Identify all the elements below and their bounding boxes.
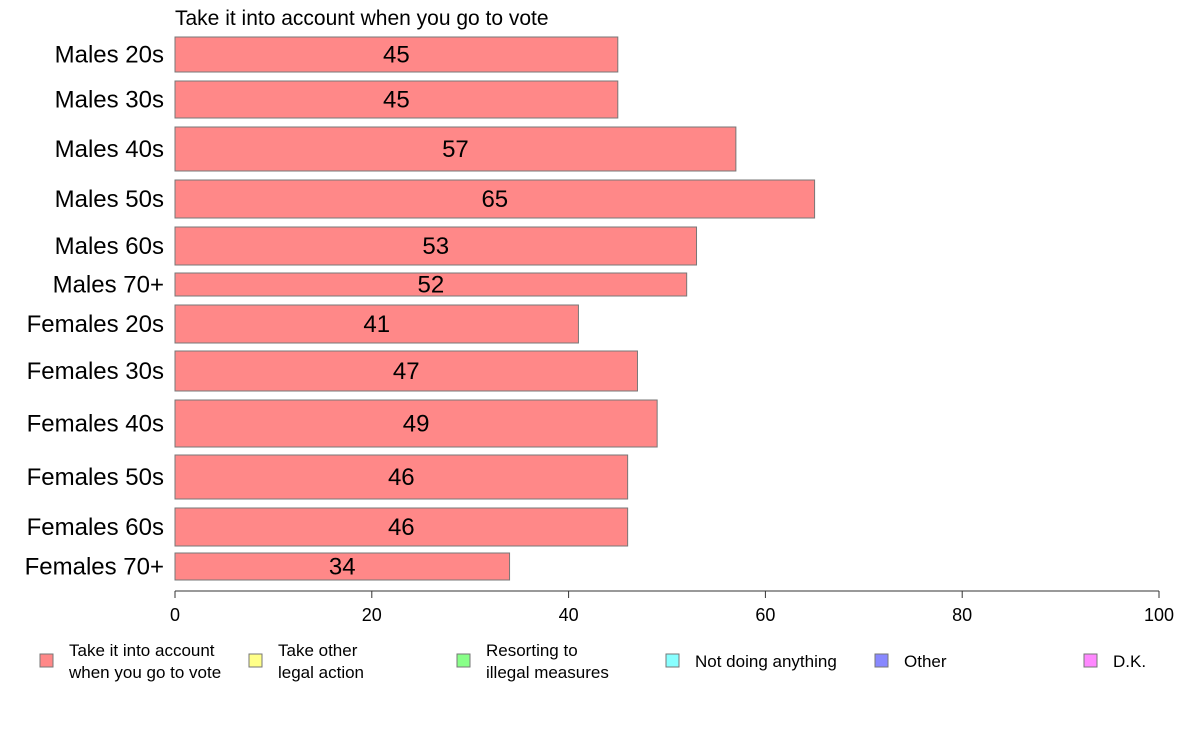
data-label: 46 — [388, 464, 415, 491]
bar — [174, 304, 579, 344]
legend-item: D.K. — [1083, 652, 1146, 671]
legend-swatch — [874, 653, 889, 668]
bars-layer: Males 20s 45 Males 30s 45 Males 40s 57 Males 5… — [25, 36, 816, 581]
bar — [174, 454, 629, 500]
data-label: 65 — [481, 186, 508, 213]
bar — [174, 126, 737, 172]
category-label: Females 70+ — [25, 554, 164, 581]
x-axis: 0 20 40 60 80 100 — [170, 590, 1174, 625]
bar — [174, 179, 816, 219]
bar — [174, 507, 629, 547]
category-label: Females 40s — [27, 411, 164, 438]
legend-item: Not doing anything — [665, 652, 837, 671]
legend-item: Take it into account when you go to vote — [39, 641, 221, 682]
x-tick-label: 20 — [362, 605, 382, 625]
category-label: Males 40s — [55, 136, 164, 163]
legend-swatch — [456, 653, 471, 668]
data-label: 57 — [442, 136, 469, 163]
category-label: Females 50s — [27, 464, 164, 491]
bar — [174, 552, 511, 581]
data-label: 34 — [329, 554, 356, 581]
data-label: 53 — [422, 233, 449, 260]
legend-swatch — [665, 653, 680, 668]
legend-label: Not doing anything — [695, 652, 837, 671]
data-label: 45 — [383, 42, 410, 69]
category-label: Males 60s — [55, 233, 164, 260]
legend-label: Other — [904, 652, 947, 671]
x-tick-label: 0 — [170, 605, 180, 625]
category-label: Males 30s — [55, 87, 164, 114]
data-label: 47 — [393, 358, 420, 385]
chart-title: Take it into account when you go to vote — [175, 7, 549, 30]
category-label: Females 20s — [27, 311, 164, 338]
legend-swatch — [248, 653, 263, 668]
bar — [174, 272, 688, 297]
bar — [174, 399, 658, 448]
data-label: 41 — [363, 311, 390, 338]
legend-swatch — [1083, 653, 1098, 668]
legend-label: Resorting to illegal measures — [486, 641, 609, 682]
legend-label: Take it into account when you go to vote — [68, 641, 221, 682]
bar — [174, 350, 638, 392]
legend-label: Take other legal action — [278, 641, 364, 682]
x-tick-label: 60 — [755, 605, 775, 625]
data-label: 45 — [383, 87, 410, 114]
legend-swatch — [39, 653, 54, 668]
category-label: Males 20s — [55, 42, 164, 69]
bar — [174, 80, 619, 119]
legend-item: Resorting to illegal measures — [456, 641, 609, 682]
category-label: Females 60s — [27, 514, 164, 541]
category-label: Males 50s — [55, 186, 164, 213]
bar — [174, 36, 619, 73]
data-label: 46 — [388, 514, 415, 541]
bar — [174, 226, 698, 266]
category-label: Males 70+ — [53, 272, 164, 299]
data-label: 49 — [403, 411, 430, 438]
x-tick-label: 100 — [1144, 605, 1174, 625]
legend-item: Take other legal action — [248, 641, 364, 682]
x-tick-label: 80 — [952, 605, 972, 625]
x-tick-label: 40 — [559, 605, 579, 625]
category-label: Females 30s — [27, 358, 164, 385]
legend: Take it into account when you go to vote T… — [39, 641, 1146, 682]
data-label: 52 — [417, 272, 444, 299]
legend-item: Other — [874, 652, 947, 671]
legend-label: D.K. — [1113, 652, 1146, 671]
